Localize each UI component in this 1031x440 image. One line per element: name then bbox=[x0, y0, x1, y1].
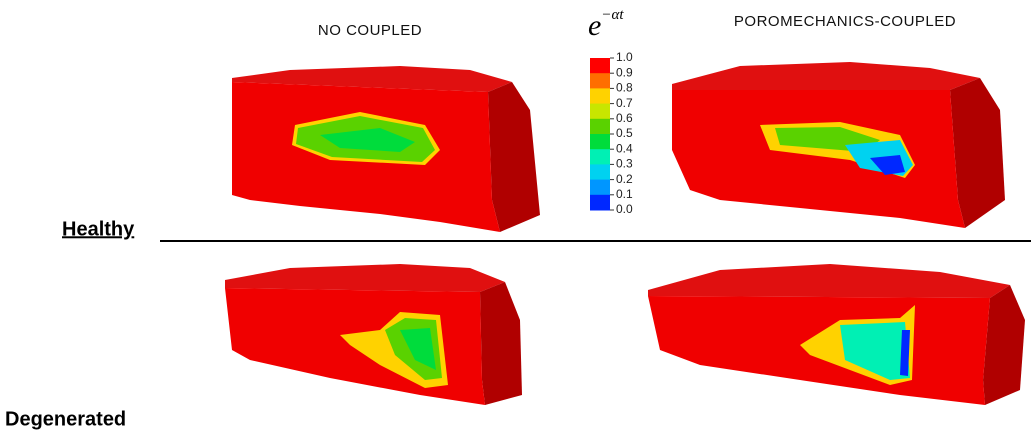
legend-exponent: −αt bbox=[601, 7, 624, 23]
legend-band bbox=[590, 164, 610, 180]
legend-label: 0.4 bbox=[616, 141, 633, 155]
figure: NO COUPLED POROMECHANICS-COUPLED Healthy… bbox=[0, 0, 1031, 435]
model-degenerated-uncoupled bbox=[225, 264, 522, 405]
legend-label: 0.1 bbox=[616, 187, 633, 201]
model-degenerated-coupled bbox=[648, 264, 1025, 405]
legend-label: 0.6 bbox=[616, 111, 633, 125]
column-title: POROMECHANICS-COUPLED bbox=[734, 13, 956, 30]
legend-band bbox=[590, 149, 610, 165]
row-label: Degenerated bbox=[5, 408, 126, 430]
legend-band bbox=[590, 134, 610, 150]
legend-band bbox=[590, 119, 610, 135]
legend-label: 0.5 bbox=[616, 126, 633, 140]
legend-title: e−αt bbox=[588, 7, 624, 41]
legend-label: 1.0 bbox=[616, 50, 633, 64]
legend-label: 0.3 bbox=[616, 157, 633, 171]
legend-label: 0.7 bbox=[616, 96, 633, 110]
model-healthy-coupled bbox=[672, 62, 1005, 228]
column-title: NO COUPLED bbox=[318, 22, 422, 39]
legend: e−αt 1.00.9 0.80.70.60.50.4 0.30.20.10.0 bbox=[588, 7, 633, 216]
legend-band bbox=[590, 195, 610, 211]
row-label: Healthy bbox=[62, 218, 135, 240]
model-healthy-uncoupled bbox=[232, 66, 540, 232]
legend-label: 0.0 bbox=[616, 202, 633, 216]
legend-band bbox=[590, 73, 610, 89]
legend-base: e bbox=[588, 9, 601, 42]
legend-label: 0.2 bbox=[616, 172, 633, 186]
legend-band bbox=[590, 180, 610, 196]
legend-band bbox=[590, 88, 610, 104]
legend-band bbox=[590, 104, 610, 120]
legend-label: 0.8 bbox=[616, 81, 633, 95]
legend-label: 0.9 bbox=[616, 65, 633, 79]
legend-band bbox=[590, 58, 610, 74]
